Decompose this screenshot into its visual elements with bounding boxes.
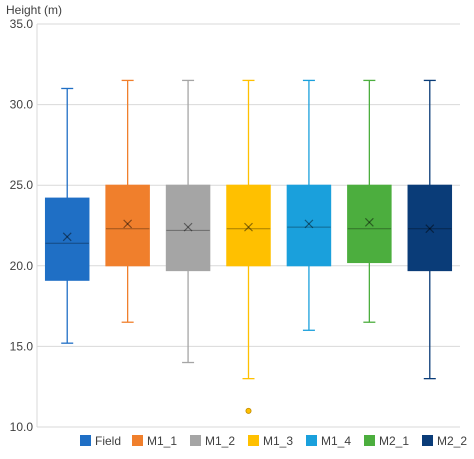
box-m1-1 bbox=[105, 79, 150, 323]
legend-swatch bbox=[190, 435, 201, 446]
legend-swatch bbox=[422, 435, 433, 446]
iqr-box bbox=[105, 184, 150, 267]
legend-item-m2-1: M2_1 bbox=[364, 434, 409, 448]
legend-label: M1_4 bbox=[321, 434, 351, 448]
y-tick-label: 35.0 bbox=[10, 17, 34, 31]
iqr-box bbox=[407, 184, 453, 272]
legend-label: M1_3 bbox=[263, 434, 293, 448]
mean-marker bbox=[123, 219, 133, 229]
legend-item-m1-4: M1_4 bbox=[306, 434, 351, 448]
legend-label: M1_2 bbox=[205, 434, 235, 448]
mean-marker bbox=[183, 222, 193, 232]
mean-marker bbox=[183, 222, 193, 232]
legend-label: M2_2 bbox=[437, 434, 467, 448]
legend-item-m2-2: M2_2 bbox=[422, 434, 467, 448]
mean-marker bbox=[244, 222, 253, 232]
box-m2-1 bbox=[347, 79, 392, 323]
mean-marker bbox=[62, 232, 72, 242]
legend-swatch bbox=[80, 435, 91, 446]
legend-label: Field bbox=[95, 434, 121, 448]
legend-label: M2_1 bbox=[379, 434, 409, 448]
mean-marker bbox=[304, 219, 314, 229]
box-m1-4 bbox=[286, 79, 332, 331]
mean-marker bbox=[364, 217, 374, 227]
legend: Field M1_1 M1_2 M1_3 M1_4 M2_1 M2_2 bbox=[80, 434, 467, 448]
box-m2-2 bbox=[407, 79, 453, 380]
y-tick-label: 25.0 bbox=[10, 178, 34, 192]
y-tick-label: 30.0 bbox=[10, 98, 34, 112]
mean-marker bbox=[364, 217, 374, 227]
mean-marker bbox=[304, 219, 314, 229]
mean-marker bbox=[62, 232, 72, 242]
legend-item-m1-1: M1_1 bbox=[132, 434, 177, 448]
y-tick-label: 15.0 bbox=[10, 339, 34, 353]
legend-swatch bbox=[364, 435, 375, 446]
legend-item-m1-2: M1_2 bbox=[190, 434, 235, 448]
y-axis-label: Height (m) bbox=[6, 3, 62, 17]
mean-marker bbox=[244, 222, 253, 232]
y-axis-ticks: 10.0 15.0 20.0 25.0 30.0 35.0 bbox=[10, 17, 34, 434]
legend-swatch bbox=[132, 435, 143, 446]
iqr-box bbox=[347, 184, 392, 264]
box-m1-2 bbox=[165, 79, 211, 364]
outlier-point bbox=[245, 407, 252, 414]
legend-item-m1-3: M1_3 bbox=[248, 434, 293, 448]
mean-marker bbox=[425, 224, 435, 234]
legend-swatch bbox=[248, 435, 259, 446]
legend-item-field: Field bbox=[80, 434, 121, 448]
mean-marker bbox=[123, 219, 133, 229]
mean-marker bbox=[425, 224, 435, 234]
box-m1-3 bbox=[226, 79, 271, 414]
box-field bbox=[44, 87, 90, 344]
iqr-box bbox=[286, 184, 332, 267]
y-tick-label: 20.0 bbox=[10, 259, 34, 273]
boxes bbox=[44, 79, 453, 414]
y-tick-label: 10.0 bbox=[10, 420, 34, 434]
iqr-box bbox=[226, 184, 271, 267]
legend-label: M1_1 bbox=[147, 434, 177, 448]
iqr-box bbox=[165, 184, 211, 272]
legend-swatch bbox=[306, 435, 317, 446]
iqr-box bbox=[44, 197, 90, 281]
